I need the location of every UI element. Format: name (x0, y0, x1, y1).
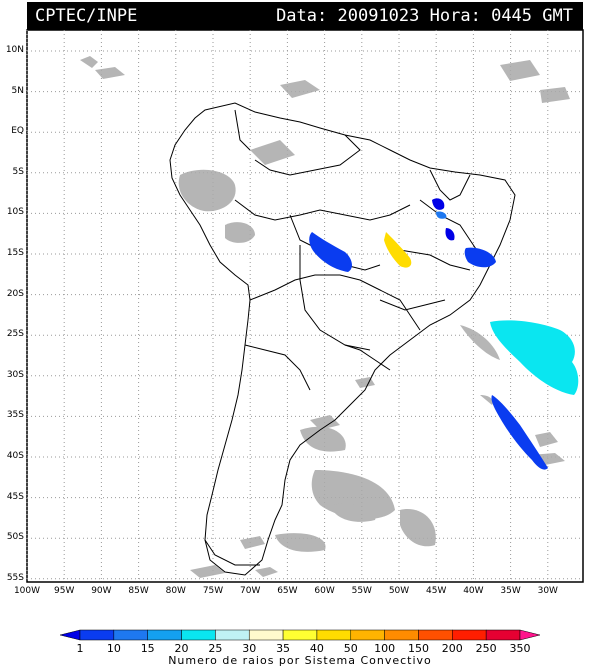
latitude-label: 30S (6, 369, 24, 380)
legend-value: 150 (407, 642, 429, 655)
longitude-label: 30W (537, 586, 558, 596)
legend-value: 250 (475, 642, 497, 655)
latitude-label: 40S (6, 451, 24, 461)
longitude-label: 80W (165, 586, 186, 596)
timestamp: Data: 20091023 Hora: 0445 GMT (276, 2, 573, 30)
longitude-label: 50W (388, 586, 410, 596)
legend-value: 200 (441, 642, 463, 655)
legend-value: 15 (140, 642, 155, 655)
longitude-label: 60W (314, 586, 335, 596)
map-header: CPTEC/INPE Data: 20091023 Hora: 0445 GMT (27, 2, 583, 30)
convective-systems (309, 198, 579, 470)
latitude-label: 5N (11, 85, 24, 96)
legend-value: 100 (374, 642, 396, 655)
longitude-label: 75W (202, 586, 224, 596)
longitude-label: 40W (463, 586, 484, 596)
storm-cell (445, 228, 455, 241)
longitude-label: 85W (128, 586, 149, 596)
longitude-label: 90W (91, 586, 112, 596)
legend-value: 350 (509, 642, 531, 655)
zone-label: GMT (542, 6, 573, 26)
storm-cell (491, 395, 548, 470)
latitude-label: EQ (11, 126, 24, 137)
storm-cell (490, 320, 579, 395)
legend-value: 10 (106, 642, 121, 655)
longitude-label: 55W (351, 586, 372, 596)
longitude-label: 35W (500, 586, 521, 596)
latitude-label: 45S (6, 491, 24, 502)
latitude-label: 15S (6, 248, 24, 258)
map-frame (26, 29, 584, 583)
longitude-label: 70W (240, 586, 261, 596)
source-label: CPTEC/INPE (35, 6, 138, 26)
latitude-label: 10S (6, 207, 24, 218)
latitude-label: 20S (6, 288, 24, 299)
storm-cell (309, 232, 352, 272)
latitude-label: 35S (6, 410, 24, 421)
legend-value: 20 (174, 642, 189, 655)
latitude-label: 25S (6, 329, 24, 340)
legend-value: 25 (208, 642, 223, 655)
legend-value: 1 (76, 642, 84, 655)
legend-value: 50 (343, 642, 358, 655)
latitude-label: 5S (12, 166, 24, 177)
cloud-cover (80, 56, 570, 578)
hour-value: 0445 (491, 6, 533, 26)
legend-value: 40 (309, 642, 324, 655)
storm-cell (436, 211, 447, 219)
legend-value: 30 (242, 642, 257, 655)
latitude-label: 50S (6, 532, 24, 543)
legend-value: 35 (276, 642, 291, 655)
longitude-label: 65W (277, 586, 298, 596)
date-label: Data: (276, 6, 328, 26)
latitude-label: 55S (6, 572, 24, 583)
longitude-label: 95W (54, 586, 75, 596)
longitude-label: 100W (13, 586, 41, 596)
latitude-label: 10N (5, 45, 24, 55)
storm-cell (384, 232, 412, 268)
legend-title: Numero de raios por Sistema Convectivo (168, 654, 432, 667)
date-value: 20091023 (337, 6, 420, 26)
hour-label: Hora: (429, 6, 481, 26)
storm-cell (464, 247, 496, 268)
lat-lon-grid (26, 30, 583, 582)
storm-cell (432, 198, 445, 210)
longitude-label: 45W (426, 586, 447, 596)
